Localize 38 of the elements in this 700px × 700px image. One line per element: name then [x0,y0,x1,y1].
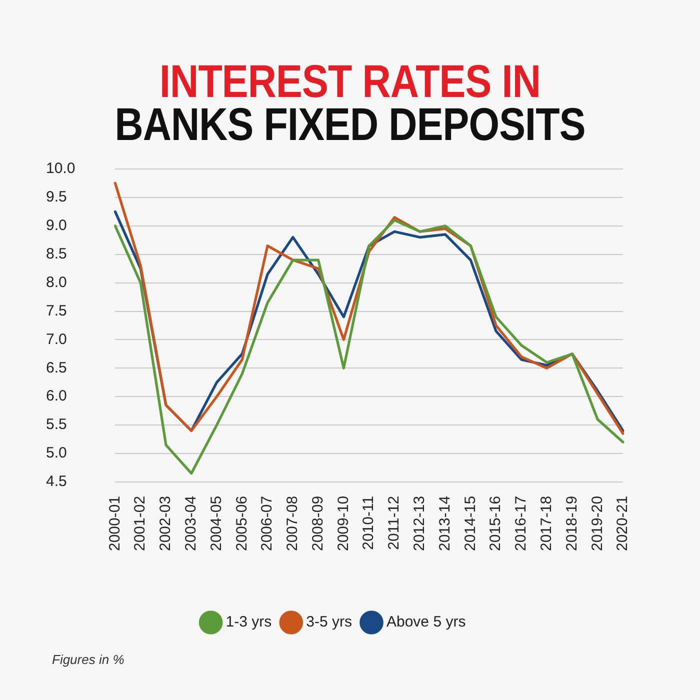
y-tick-label: 6.0 [46,388,67,405]
legend-label: 1-3 yrs [226,614,272,631]
y-tick-label: 5.0 [46,444,67,462]
x-tick-label: 2011-12 [386,496,403,550]
x-tick-label: 2017-18 [538,496,555,552]
x-tick-label: 2019-20 [588,496,606,552]
x-tick-label: 2015-16 [487,496,504,552]
x-tick-label: 2020-21 [614,496,632,552]
x-tick-label: 2000-01 [106,496,124,552]
x-tick-label: 2013-14 [436,496,454,552]
x-tick-label: 2004-05 [208,496,225,552]
x-tick-label: 2016-17 [512,496,530,552]
y-tick-label: 8.5 [46,245,67,262]
y-tick-label: 7.0 [46,330,67,348]
legend-label: 3-5 yrs [306,614,352,631]
chart-title: INTEREST RATES IN BANKS FIXED DEPOSITS [114,55,586,150]
y-tick-label: 7.5 [46,302,67,320]
y-tick-label: 8.0 [46,274,67,291]
y-tick-label: 5.5 [46,416,67,434]
y-tick-label: 6.5 [46,359,67,376]
x-tick-label: 2012-13 [411,496,428,552]
x-tick-label: 2001-02 [132,496,149,552]
y-tick-label: 10.0 [46,160,76,178]
x-tick-label: 2003-04 [182,496,200,552]
x-tick-label: 2009-10 [334,496,352,552]
x-tick-label: 2008-09 [309,496,326,552]
x-tick-label: 2002-03 [157,496,174,552]
x-tick-label: 2006-07 [258,496,276,552]
y-tick-label: 9.0 [46,217,67,234]
legend-label: Above 5 yrs [386,614,466,631]
y-tick-label: 4.5 [46,473,67,490]
text: Figures in % [52,652,124,667]
x-tick-label: 2010-11 [360,496,378,550]
x-tick-label: 2005-06 [233,496,250,552]
x-tick-label: 2018-19 [563,496,580,552]
y-tick-label: 9.5 [46,188,67,206]
x-tick-label: 2014-15 [462,496,479,552]
x-tick-label: 2007-08 [284,496,302,552]
